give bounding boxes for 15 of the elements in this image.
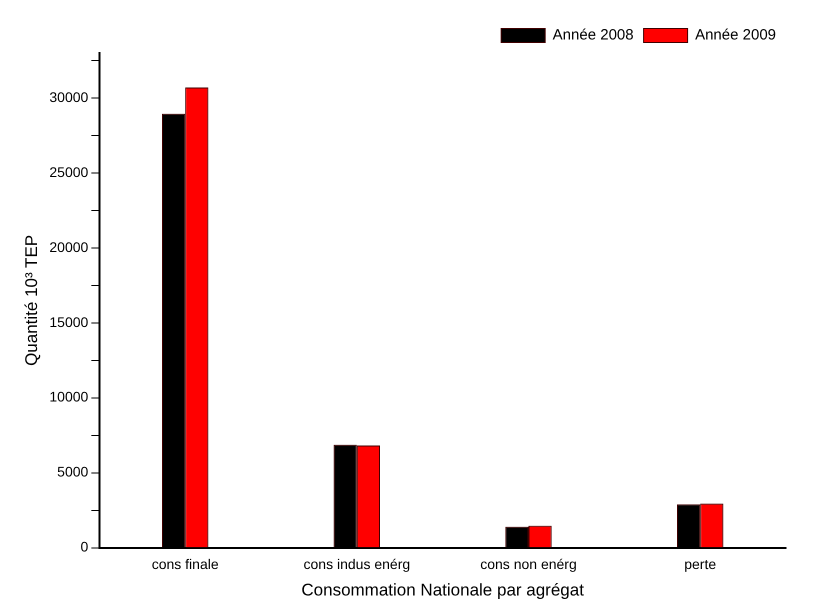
x-tick-label: perte [684, 556, 716, 572]
y-tick-label: 30000 [49, 88, 89, 105]
y-tick-label: 20000 [49, 238, 89, 255]
x-axis-title: Consommation Nationale par agrégat [301, 580, 584, 600]
y-tick-label: 25000 [49, 164, 89, 180]
x-tick-label: cons finale [152, 556, 219, 572]
y-tick-label: 0 [80, 538, 89, 555]
x-tick-label: cons indus enérg [304, 556, 410, 572]
y-tick-label: 5000 [57, 464, 89, 480]
y-tick-label: 15000 [49, 314, 89, 330]
x-tick-label: cons non enérg [480, 556, 577, 572]
y-axis-title: Quantité 10³ TEP [22, 234, 41, 366]
y-tick-label: 10000 [49, 388, 89, 405]
legend-label: Année 2009 [695, 26, 776, 44]
legend-label: Année 2008 [552, 26, 634, 44]
